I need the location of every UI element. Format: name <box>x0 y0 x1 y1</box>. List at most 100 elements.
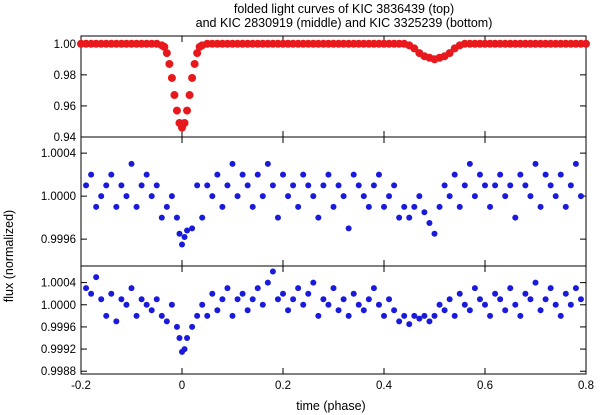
data-point <box>446 193 453 200</box>
data-point <box>168 193 175 200</box>
data-point <box>194 312 201 319</box>
data-point <box>194 182 201 189</box>
data-point <box>340 296 347 303</box>
panel-top: 0.94 0.96 0.98 1.00 <box>54 35 590 144</box>
data-point <box>229 312 236 319</box>
data-point <box>487 203 494 210</box>
data-point <box>497 171 504 178</box>
y-tick-label: 0.98 <box>54 70 76 82</box>
data-point <box>176 230 183 237</box>
data-point <box>180 119 189 128</box>
data-point <box>172 106 181 115</box>
data-point <box>451 171 458 178</box>
data-point <box>532 279 539 286</box>
data-point <box>128 285 135 292</box>
data-point <box>517 171 524 178</box>
data-point <box>527 296 534 303</box>
data-point <box>461 182 468 189</box>
data-point <box>315 312 322 319</box>
data-point <box>350 290 357 297</box>
data-point <box>280 290 286 297</box>
data-point <box>138 182 145 189</box>
data-point <box>335 307 342 314</box>
data-point <box>350 171 357 178</box>
y-tick-label: 0.9996 <box>41 322 76 334</box>
y-tick-label: 1.00 <box>54 39 76 51</box>
data-point <box>310 193 317 200</box>
data-point <box>290 182 297 189</box>
data-point <box>285 307 292 314</box>
data-point <box>410 44 419 53</box>
data-point <box>305 182 312 189</box>
data-point <box>143 171 150 178</box>
data-point <box>138 296 145 303</box>
data-point <box>325 171 332 178</box>
y-tick-label: 0.9992 <box>41 344 76 356</box>
data-point <box>179 241 185 248</box>
data-point <box>365 203 372 210</box>
data-point <box>431 230 438 237</box>
data-point <box>153 182 160 189</box>
data-point <box>209 193 216 200</box>
data-point <box>360 307 367 314</box>
data-point <box>386 193 393 200</box>
data-point <box>176 335 183 341</box>
data-point <box>451 312 458 319</box>
data-point <box>162 49 171 58</box>
data-point <box>83 285 90 292</box>
data-point <box>300 301 307 308</box>
data-point <box>295 203 302 210</box>
data-point <box>184 227 191 234</box>
data-point <box>103 312 110 319</box>
data-point <box>360 193 367 200</box>
data-point <box>184 335 191 341</box>
data-point <box>330 285 337 292</box>
data-point <box>547 182 554 189</box>
data-point <box>249 203 256 210</box>
data-point <box>214 307 221 314</box>
y-tick-label: 1.0004 <box>41 148 77 160</box>
data-point <box>158 312 165 319</box>
data-point <box>502 193 509 200</box>
data-point <box>229 160 236 167</box>
data-point <box>355 182 362 189</box>
data-point <box>88 290 95 297</box>
data-point <box>492 182 499 189</box>
y-tick-label: 0.9988 <box>41 366 76 378</box>
data-point <box>396 318 403 325</box>
x-tick-label: 0.2 <box>275 380 291 392</box>
data-point <box>471 193 478 200</box>
data-point <box>128 160 135 167</box>
data-point <box>375 171 382 178</box>
data-point <box>224 182 231 189</box>
data-point <box>259 301 266 308</box>
data-point <box>512 301 519 308</box>
x-tick-label: -0.2 <box>71 380 91 392</box>
data-point <box>234 296 241 303</box>
data-point <box>466 160 473 167</box>
data-point <box>118 296 125 303</box>
data-point <box>181 233 188 240</box>
data-point <box>181 346 188 353</box>
data-point <box>143 301 150 308</box>
chart-title-line-2: and KIC 2830919 (middle) and KIC 3325239… <box>196 16 493 30</box>
data-point <box>441 307 448 314</box>
data-point <box>300 171 307 178</box>
data-point <box>436 203 443 210</box>
data-point <box>577 193 584 200</box>
data-point <box>269 268 276 275</box>
data-point <box>567 301 574 308</box>
data-point <box>431 312 438 319</box>
data-point <box>391 307 398 314</box>
data-point <box>103 182 110 189</box>
data-point <box>562 290 569 297</box>
x-axis-label: time (phase) <box>296 399 365 413</box>
y-tick-label: 0.9996 <box>41 234 76 246</box>
x-axis-ticks: -0.2 0 0.2 0.4 0.6 0.8 <box>71 380 594 392</box>
data-point <box>552 193 559 200</box>
data-point <box>411 203 418 210</box>
data-point <box>416 315 423 322</box>
data-point <box>173 214 180 221</box>
data-point <box>320 182 327 189</box>
data-point <box>305 290 312 297</box>
